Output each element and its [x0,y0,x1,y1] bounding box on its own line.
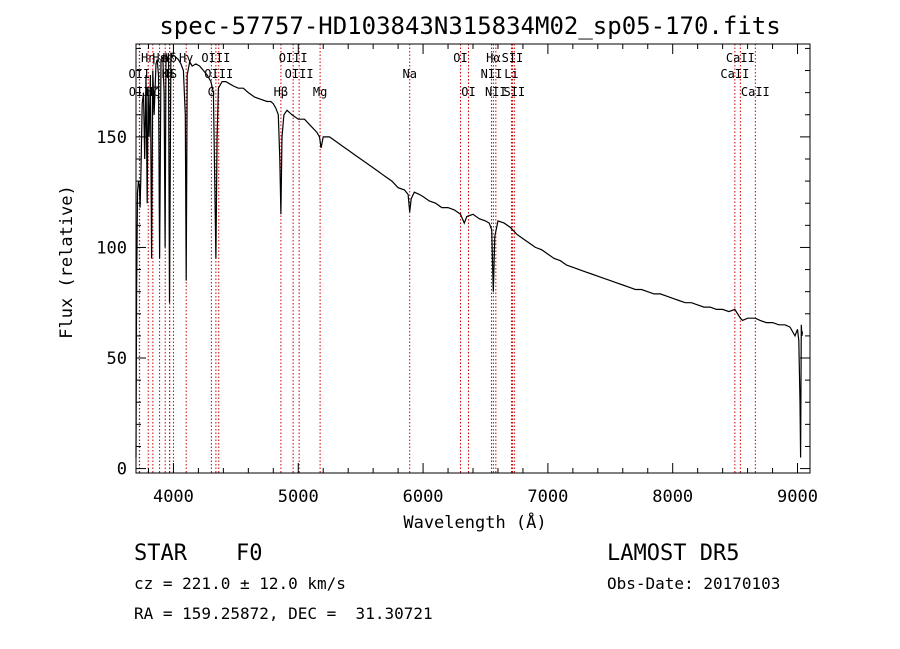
x-tick-label-4000: 4000 [153,487,194,507]
spectrum-line [135,52,804,458]
chart-title: spec-57757-HD103843N315834M02_sp05-170.f… [159,12,780,40]
marker-label-21: Hα [486,51,500,65]
y-tick-label-50: 50 [107,349,127,369]
observation-date: Obs-Date: 20170103 [607,574,781,593]
x-tick-label-5000: 5000 [278,487,319,507]
marker-label-2: Hη [141,51,155,65]
object-class: STAR [134,541,187,566]
marker-label-16: Mg [313,85,327,99]
marker-label-26: CaII [720,67,749,81]
y-axis-label: Flux (relative) [57,185,77,339]
marker-label-13: Hβ [274,85,288,99]
marker-label-10: G [208,85,215,99]
marker-label-25: SII [503,85,525,99]
marker-label-15: OIII [285,67,314,81]
marker-label-14: OIII [279,51,308,65]
marker-label-24: SII [502,51,524,65]
axes: 4000 5000 6000 7000 8000 9000 0 50 100 150 [96,44,818,507]
marker-label-18: OI [453,51,467,65]
marker-label-9: Hγ [179,51,193,65]
marker-label-27: CaII [726,51,755,65]
marker-label-12: OIII [204,67,233,81]
x-axis-label: Wavelength (Å) [403,511,546,533]
sky-coordinates: RA = 159.25872, DEC = 31.30721 [134,604,433,623]
y-tick-label-0: 0 [117,460,127,480]
marker-label-23: Li [504,67,518,81]
marker-label-20: NII [481,67,503,81]
marker-label-1: OII [129,85,151,99]
marker-label-7: Hδ [162,51,176,65]
x-tick-label-6000: 6000 [403,487,444,507]
redshift-velocity: cz = 221.0 ± 12.0 km/s [134,574,346,593]
plot-frame [135,43,811,474]
object-subclass: F0 [236,541,263,566]
marker-label-11: OIII [201,51,230,65]
marker-label-0: OII [129,67,151,81]
marker-label-6: H [166,67,173,81]
marker-label-17: Na [402,67,416,81]
spectral-line-markers: OIIOIIHηHζHεKHHδSHγGOIIIOIIIHβOIIIOIIIMg… [129,44,770,473]
marker-label-19: OI [461,85,475,99]
marker-label-8: S [170,67,177,81]
survey-name: LAMOST DR5 [607,541,740,566]
marker-label-22: NII [485,85,507,99]
y-tick-label-100: 100 [96,238,127,258]
x-tick-label-9000: 9000 [777,487,818,507]
y-tick-label-150: 150 [96,128,127,148]
x-tick-label-7000: 7000 [527,487,568,507]
marker-label-28: CaII [741,85,770,99]
x-tick-label-8000: 8000 [652,487,693,507]
